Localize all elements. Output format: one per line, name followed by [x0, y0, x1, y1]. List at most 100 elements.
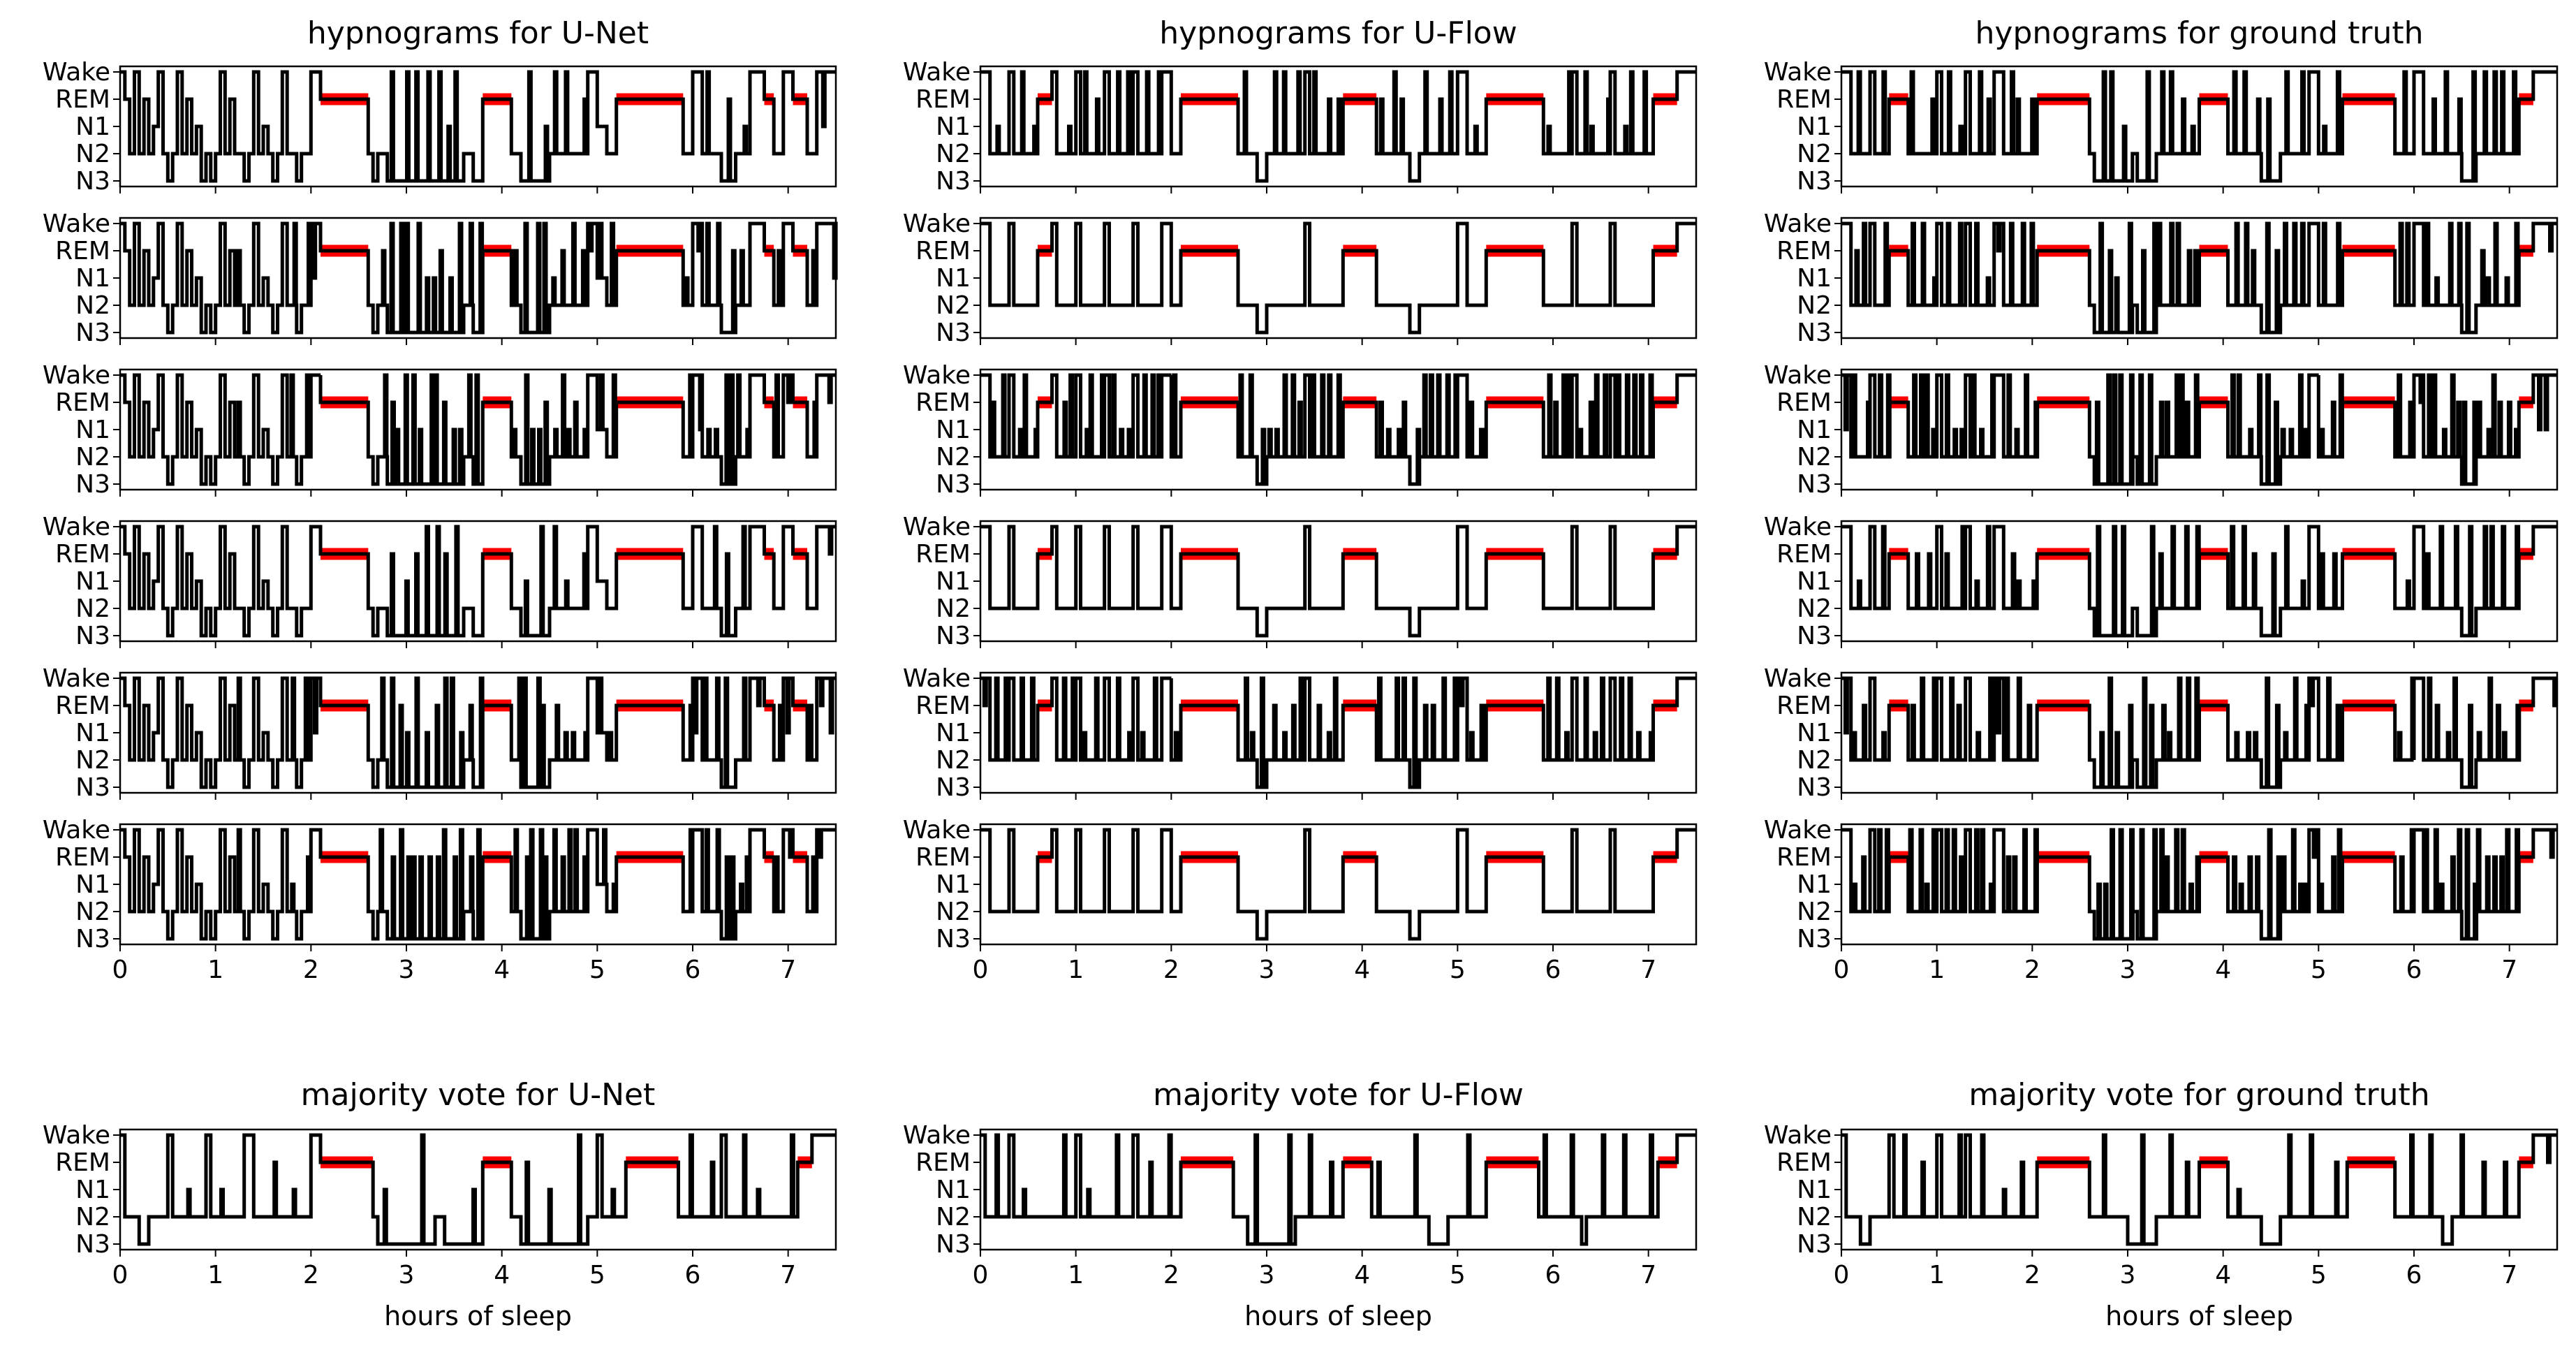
x-tick-label: 3: [2120, 1261, 2136, 1289]
y-tick-label: N1: [1797, 112, 1832, 141]
x-tick-label: 2: [303, 1261, 319, 1289]
x-tick-label: 6: [1545, 1261, 1561, 1289]
x-tick-label: 1: [1929, 1261, 1945, 1289]
vote-title: majority vote for ground truth: [1968, 1077, 2429, 1113]
x-tick-label: 1: [1929, 956, 1945, 984]
x-tick-label: 1: [207, 956, 223, 984]
y-tick-label: N1: [1797, 1176, 1832, 1204]
y-tick-label: N1: [1797, 567, 1832, 596]
y-tick-label: Wake: [903, 816, 971, 844]
y-tick-label: N1: [75, 567, 110, 596]
stage-line: [120, 828, 836, 941]
x-tick-label: 7: [1640, 1261, 1656, 1289]
stage-line: [1841, 676, 2559, 789]
y-tick-label: Wake: [1764, 210, 1832, 238]
axes-frame: [119, 1128, 837, 1251]
x-tick-label: 3: [1259, 956, 1275, 984]
y-tick-label: N2: [936, 898, 971, 926]
x-tick-label: 4: [1354, 956, 1370, 984]
y-tick-label: N2: [936, 594, 971, 623]
y-tick-label: N2: [1797, 898, 1832, 926]
axes-frame: [119, 217, 837, 339]
x-tick-label: 2: [1163, 956, 1179, 984]
stage-line: [980, 221, 1696, 335]
x-tick-label: 2: [2024, 956, 2040, 984]
y-tick-label: N3: [936, 167, 971, 196]
y-tick-label: N2: [75, 594, 110, 623]
stage-line: [1841, 373, 2557, 486]
y-tick-label: N3: [75, 470, 110, 499]
y-tick-label: N3: [936, 925, 971, 953]
y-tick-label: Wake: [1764, 1121, 1832, 1150]
y-tick-label: N2: [936, 140, 971, 168]
stage-line: [980, 828, 1696, 941]
x-tick-label: 6: [2406, 956, 2422, 984]
x-tick-label: 3: [399, 956, 415, 984]
stage-line: [120, 221, 838, 335]
column-title: hypnograms for U-Flow: [1159, 15, 1517, 51]
y-tick-label: N2: [936, 443, 971, 471]
y-tick-label: Wake: [903, 361, 971, 390]
y-tick-label: N1: [1797, 416, 1832, 444]
x-tick-label: 5: [589, 956, 605, 984]
y-tick-label: N3: [1797, 470, 1832, 499]
y-tick-label: Wake: [903, 210, 971, 238]
y-tick-label: N3: [1797, 167, 1832, 196]
stage-line: [980, 70, 1696, 183]
y-tick-label: Wake: [43, 210, 110, 238]
y-tick-label: N3: [1797, 925, 1832, 953]
x-tick-label: 3: [399, 1261, 415, 1289]
y-tick-label: REM: [1776, 692, 1832, 720]
y-tick-label: N1: [75, 1176, 110, 1204]
column-title: hypnograms for U-Net: [307, 15, 649, 51]
y-tick-label: Wake: [1764, 58, 1832, 87]
x-tick-label: 7: [780, 956, 796, 984]
y-tick-label: REM: [55, 388, 110, 417]
x-tick-label: 0: [112, 956, 128, 984]
y-tick-label: Wake: [43, 664, 110, 693]
x-tick-label: 0: [112, 1261, 128, 1289]
x-tick-label: 6: [685, 1261, 701, 1289]
stage-line: [1841, 221, 2557, 335]
y-tick-label: N2: [1797, 1203, 1832, 1231]
y-tick-label: REM: [55, 1148, 110, 1177]
y-tick-label: REM: [1776, 237, 1832, 265]
y-tick-label: N2: [75, 443, 110, 471]
y-tick-label: N2: [75, 746, 110, 775]
x-tick-label: 0: [1834, 956, 1850, 984]
y-tick-label: REM: [55, 85, 110, 114]
y-tick-label: REM: [55, 237, 110, 265]
y-tick-label: N2: [75, 140, 110, 168]
y-tick-label: REM: [55, 692, 110, 720]
x-tick-label: 5: [2311, 1261, 2327, 1289]
stage-line: [980, 373, 1696, 486]
y-tick-label: Wake: [43, 513, 110, 541]
x-tick-label: 1: [207, 1261, 223, 1289]
x-tick-label: 2: [303, 956, 319, 984]
y-tick-label: N2: [1797, 443, 1832, 471]
stage-line: [1841, 70, 2557, 183]
y-tick-label: Wake: [1764, 513, 1832, 541]
y-tick-label: N3: [75, 925, 110, 953]
y-tick-label: REM: [915, 692, 971, 720]
stage-line: [120, 373, 836, 486]
x-axis-label: hours of sleep: [384, 1301, 572, 1331]
y-tick-label: REM: [55, 843, 110, 872]
x-tick-label: 0: [973, 1261, 989, 1289]
y-tick-label: N2: [75, 1203, 110, 1231]
y-tick-label: N1: [936, 567, 971, 596]
y-tick-label: N3: [75, 1230, 110, 1259]
x-tick-label: 4: [1354, 1261, 1370, 1289]
